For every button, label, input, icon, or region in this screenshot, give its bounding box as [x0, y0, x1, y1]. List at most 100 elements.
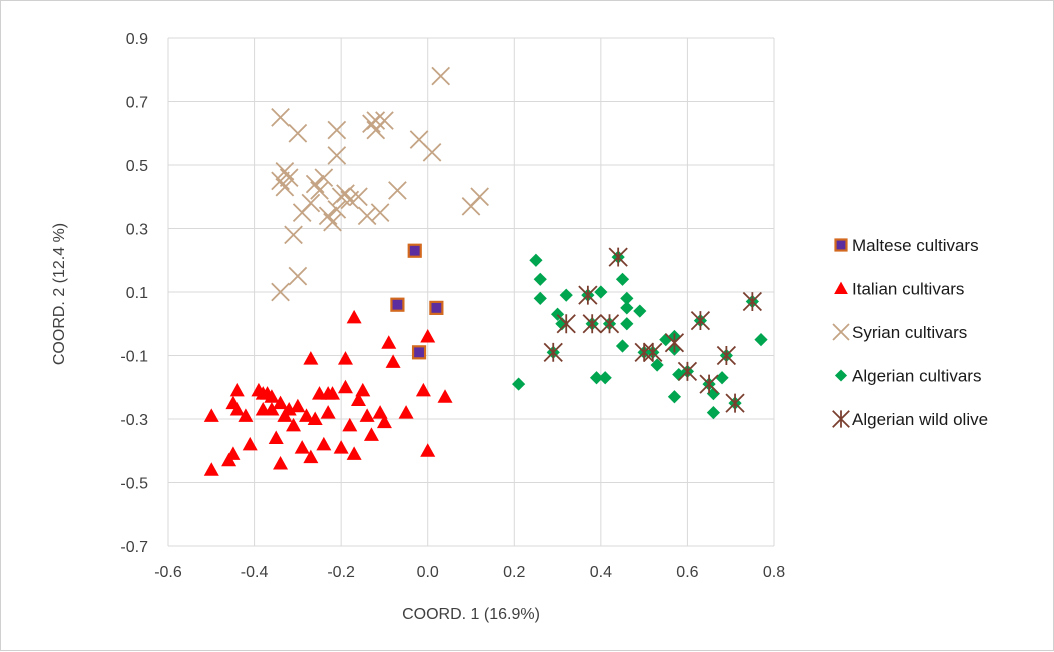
data-point — [336, 184, 355, 203]
data-point — [512, 377, 526, 391]
data-point — [690, 310, 711, 331]
data-point — [715, 371, 729, 385]
legend-label: Algerian wild olive — [852, 410, 988, 429]
data-point — [323, 212, 342, 232]
data-point — [279, 168, 299, 188]
data-point — [677, 361, 698, 382]
data-point — [303, 351, 319, 365]
x-tick-label: 0.8 — [763, 564, 785, 581]
data-point — [301, 193, 321, 213]
data-point — [706, 387, 720, 401]
data-point — [349, 187, 368, 207]
data-point — [342, 417, 358, 432]
legend-marker — [834, 369, 848, 382]
data-point — [390, 297, 405, 312]
data-point — [284, 225, 303, 245]
data-point — [533, 272, 547, 286]
data-point — [742, 291, 762, 312]
data-point — [350, 392, 366, 406]
data-point — [288, 266, 308, 286]
data-point — [754, 333, 768, 347]
legend-item: Algerian cultivars — [834, 367, 981, 386]
data-point — [385, 354, 401, 368]
data-point — [264, 389, 280, 403]
data-point — [333, 440, 349, 454]
data-point — [203, 408, 219, 422]
data-point — [550, 307, 565, 321]
data-point — [398, 405, 414, 419]
data-point — [238, 408, 254, 422]
data-point — [667, 390, 682, 404]
y-axis-title: COORD. 2 (12.4 %) — [51, 223, 68, 365]
data-point — [337, 351, 353, 365]
data-point — [437, 389, 453, 403]
data-point — [725, 393, 745, 413]
data-point — [533, 291, 547, 305]
x-tick-label: -0.6 — [154, 564, 182, 581]
data-point — [420, 328, 436, 343]
legend-label: Italian cultivars — [852, 280, 964, 299]
series-algerian-cultivars — [512, 250, 768, 420]
data-point — [288, 123, 308, 143]
data-point — [318, 206, 338, 226]
x-tick-label: 0.4 — [590, 564, 612, 581]
data-point — [273, 455, 289, 470]
y-tick-label: -0.7 — [120, 539, 148, 556]
y-tick-label: -0.1 — [120, 349, 148, 366]
data-point — [634, 342, 654, 362]
data-point — [327, 200, 347, 219]
data-point — [594, 285, 608, 299]
y-tick-label: 0.9 — [126, 31, 148, 48]
data-point — [556, 314, 576, 334]
gridlines — [167, 37, 775, 547]
data-point — [275, 177, 295, 197]
data-point — [370, 203, 390, 222]
y-tick-label: 0.7 — [126, 95, 148, 112]
data-point — [429, 300, 444, 315]
y-tick-label: 0.5 — [126, 158, 148, 175]
data-point — [316, 436, 332, 451]
data-point — [286, 417, 302, 432]
series-maltese-cultivars — [390, 243, 444, 360]
y-tick-label: 0.3 — [126, 222, 148, 239]
data-point — [320, 405, 336, 419]
series-syrian-cultivars — [271, 66, 489, 302]
data-point — [559, 288, 573, 302]
data-point — [346, 446, 362, 460]
data-point — [706, 406, 720, 420]
data-point — [650, 358, 664, 372]
legend-marker — [832, 323, 850, 341]
legend-label: Maltese cultivars — [852, 236, 979, 255]
x-tick-label: -0.4 — [241, 564, 269, 581]
data-point — [620, 291, 634, 305]
data-point — [337, 379, 353, 394]
data-point — [229, 401, 245, 416]
data-point — [203, 462, 219, 476]
data-point — [615, 339, 630, 353]
data-point — [273, 395, 289, 410]
data-point — [582, 314, 602, 334]
legend-marker — [834, 238, 848, 252]
x-tick-label: 0.2 — [503, 564, 525, 581]
data-point — [470, 187, 489, 207]
data-point — [422, 142, 442, 162]
data-point — [643, 342, 663, 362]
data-point — [659, 333, 673, 347]
data-point — [299, 408, 315, 422]
data-point — [615, 272, 630, 286]
data-point — [599, 314, 620, 334]
data-point — [314, 168, 334, 188]
legend-marker — [832, 410, 850, 428]
data-point — [543, 342, 563, 362]
y-tick-label: -0.5 — [120, 476, 148, 493]
legend-item: Algerian wild olive — [832, 410, 988, 429]
data-point — [303, 449, 319, 464]
data-point — [264, 401, 280, 416]
data-point — [268, 430, 284, 445]
data-point — [620, 317, 634, 331]
data-points — [203, 66, 768, 476]
legend-label: Syrian cultivars — [852, 323, 967, 342]
series-algerian-wild-olive — [543, 247, 762, 413]
y-tick-label: 0.1 — [126, 285, 148, 302]
